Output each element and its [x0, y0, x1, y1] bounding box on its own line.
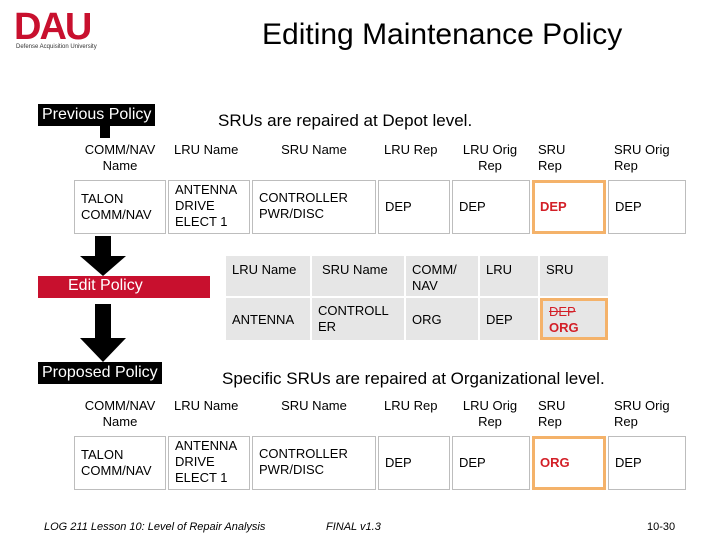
cell-text: CONTROLL ER — [318, 303, 389, 334]
header-text: COMM/ NAV — [412, 262, 457, 293]
prev-header-comm-nav: COMM/NAV Name — [74, 140, 166, 178]
footer-page-number: 10-30 — [647, 521, 676, 533]
edit-policy-label: Edit Policy — [68, 277, 143, 294]
prop-cell-lru-rep: DEP — [378, 436, 450, 490]
header-text: LRU Rep — [384, 398, 438, 413]
header-text: LRU Name — [174, 142, 239, 157]
proposed-policy-caption: Specific SRUs are repaired at Organizati… — [222, 369, 605, 388]
cell-text: ORG — [412, 312, 442, 327]
cell-text: DEP — [540, 199, 567, 214]
dau-logo: DAU Defense Acquisition University — [14, 6, 106, 56]
header-text: COMM/NAV Name — [84, 142, 156, 173]
cell-text: DEP — [459, 455, 486, 470]
prop-header-lru-name: LRU Name — [168, 396, 250, 434]
header-text: LRU Name — [232, 262, 297, 277]
footer-version: FINAL v1.3 — [326, 521, 381, 533]
cell-text: CONTROLLER PWR/DISC — [259, 190, 348, 221]
edit-policy-bar: Edit Policy — [38, 276, 210, 298]
previous-policy-label: Previous Policy — [38, 104, 156, 126]
edit-header-sru: SRU — [540, 256, 608, 296]
header-text: SRU Orig Rep — [614, 142, 670, 173]
prop-header-sru-orig-rep: SRU Orig Rep — [608, 396, 686, 434]
cell-text: DEP — [385, 455, 412, 470]
header-text: SRU Name — [281, 398, 347, 413]
prev-header-sru-name: SRU Name — [252, 140, 376, 178]
header-text: LRU — [486, 262, 513, 277]
edit-header-comm-nav: COMM/ NAV — [406, 256, 478, 296]
header-text: SRU Name — [322, 262, 388, 277]
cell-text: DEP — [615, 455, 642, 470]
prev-header-lru-rep: LRU Rep — [378, 140, 450, 178]
cell-text: TALON COMM/NAV — [81, 191, 152, 222]
prop-cell-comm-nav: TALON COMM/NAV — [74, 436, 166, 490]
connector-arrow-icon — [100, 126, 110, 138]
prev-header-lru-orig-rep: LRU Orig Rep — [452, 140, 530, 178]
logo-subtitle: Defense Acquisition University — [16, 44, 97, 50]
header-text: SRU Name — [281, 142, 347, 157]
edit-header-lru: LRU — [480, 256, 538, 296]
cell-text: CONTROLLER PWR/DISC — [259, 446, 348, 477]
prev-header-sru-orig-rep: SRU Orig Rep — [608, 140, 686, 178]
prop-cell-sru-name: CONTROLLER PWR/DISC — [252, 436, 376, 490]
prev-cell-lru-orig-rep: DEP — [452, 180, 530, 234]
prev-cell-sru-rep-highlighted: DEP — [532, 180, 606, 234]
edit-header-sru-name: SRU Name — [312, 256, 404, 296]
header-text: COMM/NAV Name — [84, 398, 156, 429]
cell-text: DEP — [615, 199, 642, 214]
header-text: LRU Rep — [384, 142, 438, 157]
edit-header-lru-name: LRU Name — [226, 256, 310, 296]
cell-text: ANTENNA — [232, 312, 295, 327]
proposed-policy-label: Proposed Policy — [38, 362, 162, 384]
prop-cell-lru-orig-rep: DEP — [452, 436, 530, 490]
page-title: Editing Maintenance Policy — [262, 18, 623, 51]
cell-text: DEP — [385, 199, 412, 214]
prop-header-sru-rep: SRU Rep — [532, 396, 606, 434]
edit-cell-sru-highlighted[interactable]: DEP ORG — [540, 298, 608, 340]
edit-cell-sru-name[interactable]: CONTROLL ER — [312, 298, 404, 340]
down-arrow-icon — [80, 236, 126, 276]
prev-header-lru-name: LRU Name — [168, 140, 250, 178]
cell-text: ANTENNA DRIVE ELECT 1 — [175, 438, 237, 485]
header-text: SRU Rep — [538, 398, 566, 429]
cell-text: ANTENNA DRIVE ELECT 1 — [175, 182, 237, 229]
cell-text: DEP — [459, 199, 486, 214]
header-text: SRU Rep — [538, 142, 566, 173]
prev-cell-lru-name: ANTENNA DRIVE ELECT 1 — [168, 180, 250, 234]
header-text: LRU Orig Rep — [462, 398, 518, 429]
header-text: SRU Orig Rep — [614, 398, 670, 429]
previous-policy-caption: SRUs are repaired at Depot level. — [218, 111, 473, 130]
new-value-org: ORG — [549, 320, 579, 335]
cell-text: ORG — [540, 455, 570, 470]
edit-cell-lru-name[interactable]: ANTENNA — [226, 298, 310, 340]
logo-letters: DAU — [14, 6, 92, 48]
prop-header-comm-nav: COMM/NAV Name — [74, 396, 166, 434]
prop-cell-sru-orig-rep: DEP — [608, 436, 686, 490]
prev-cell-sru-name: CONTROLLER PWR/DISC — [252, 180, 376, 234]
prev-cell-comm-nav: TALON COMM/NAV — [74, 180, 166, 234]
cell-text: TALON COMM/NAV — [81, 447, 152, 478]
prev-cell-lru-rep: DEP — [378, 180, 450, 234]
edit-cell-comm-nav[interactable]: ORG — [406, 298, 478, 340]
header-text: LRU Name — [174, 398, 239, 413]
header-text: LRU Orig Rep — [462, 142, 518, 173]
cell-text: DEP — [486, 312, 513, 327]
prev-header-sru-rep: SRU Rep — [532, 140, 606, 178]
prop-cell-sru-rep-highlighted: ORG — [532, 436, 606, 490]
prop-header-lru-rep: LRU Rep — [378, 396, 450, 434]
prop-cell-lru-name: ANTENNA DRIVE ELECT 1 — [168, 436, 250, 490]
edit-cell-lru[interactable]: DEP — [480, 298, 538, 340]
footer-course: LOG 211 Lesson 10: Level of Repair Analy… — [44, 521, 266, 533]
old-value-dep: DEP — [549, 304, 576, 319]
down-arrow-icon — [80, 304, 126, 362]
header-text: SRU — [546, 262, 574, 277]
prev-cell-sru-orig-rep: DEP — [608, 180, 686, 234]
prop-header-lru-orig-rep: LRU Orig Rep — [452, 396, 530, 434]
prop-header-sru-name: SRU Name — [252, 396, 376, 434]
